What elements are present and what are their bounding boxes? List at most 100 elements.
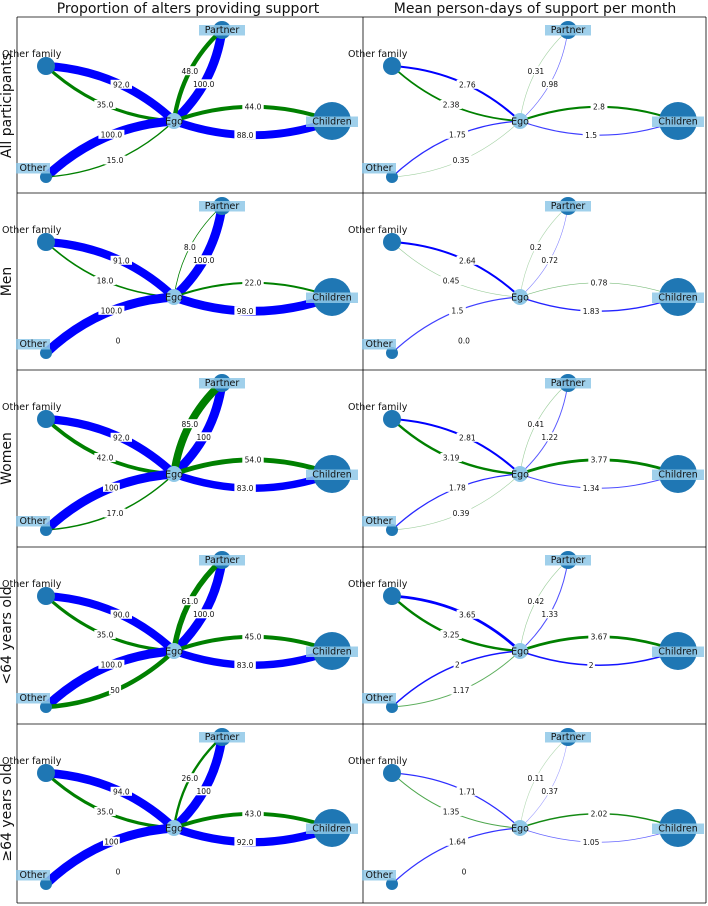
node-label-other-family: Other family <box>2 579 62 590</box>
edge-label-other-family-to-ego: 94.0 <box>113 788 130 797</box>
edge-label-bg <box>440 276 462 285</box>
row-label: Women <box>0 432 15 485</box>
node-label-band <box>199 201 245 212</box>
edge-label-bg <box>110 609 132 619</box>
node-label-partner: Partner <box>551 201 586 212</box>
node-label-children: Children <box>658 647 698 658</box>
edge-label-children-to-ego: 83.0 <box>237 661 254 670</box>
edge-label-bg <box>103 836 120 846</box>
edge-other-to-ego <box>41 469 179 535</box>
edge-label-other-from-ego: 0.39 <box>453 509 470 518</box>
edge-label-partner-from-ego: 26.0 <box>181 774 198 783</box>
node-label-other: Other <box>366 870 393 881</box>
edge-label-bg <box>525 419 547 429</box>
node-label-children: Children <box>312 117 352 128</box>
edge-label-children-to-ego: 1.05 <box>583 838 600 847</box>
node-label-band <box>306 646 358 657</box>
panels: 100.0 48.0 92.0 35.0 88.0 44.0 100.0 15.0 Ego Par… <box>2 21 704 890</box>
node-label-band <box>362 693 396 704</box>
edge-other-family-to-ego <box>391 241 521 298</box>
edge-other-to-ego <box>391 473 521 531</box>
node-label-other: Other <box>366 163 393 174</box>
node-label-band <box>545 732 591 743</box>
node-label-other: Other <box>20 516 47 527</box>
node-label-other-family: Other family <box>2 225 62 236</box>
node-label-ego: Ego <box>165 470 183 481</box>
node-other-family <box>383 587 401 605</box>
edge-label-other-family-to-ego: 92.0 <box>113 81 130 90</box>
edge-label-other-to-ego: 100 <box>104 838 119 847</box>
network-panel: 0.72 0.2 2.64 0.45 1.83 0.78 1.5 0.0 Ego Partner O… <box>348 197 704 359</box>
row-label: All participants <box>0 53 15 158</box>
node-label-band <box>652 646 704 657</box>
edge-label-bg <box>525 66 547 76</box>
edge-label-other-from-ego: 0 <box>462 868 467 877</box>
row-label: <64 years old <box>0 586 15 684</box>
edge-label-other-from-ego: 17.0 <box>107 509 124 518</box>
edge-label-bg <box>110 255 132 265</box>
node-other <box>40 878 52 890</box>
edge-label-partner-to-ego: 100.0 <box>193 256 215 265</box>
node-label-band <box>199 378 245 389</box>
node-label-band <box>362 516 396 527</box>
node-other <box>40 171 52 183</box>
edge-other-to-ego <box>41 823 179 889</box>
edge-label-bg <box>588 454 610 464</box>
node-label-children: Children <box>312 647 352 658</box>
node-other-family <box>383 764 401 782</box>
node-label-other: Other <box>20 339 47 350</box>
edge-other-family-from-ego <box>45 241 175 298</box>
edge-label-partner-to-ego: 0.37 <box>541 787 558 796</box>
edge-label-bg <box>525 596 547 606</box>
network-panel: 100 85.0 92.0 42.0 83.0 54.0 100 17.0 Ego Partner… <box>2 374 358 536</box>
node-label-band <box>306 292 358 303</box>
node-label-ego: Ego <box>511 647 529 658</box>
edge-label-other-family-to-ego: 2.64 <box>459 257 476 266</box>
node-label-other-family: Other family <box>348 225 408 236</box>
node-label-children: Children <box>658 293 698 304</box>
node-label-children: Children <box>312 470 352 481</box>
edge-label-bg <box>450 508 472 518</box>
node-label-band <box>16 339 50 350</box>
edge-label-partner-from-ego: 61.0 <box>181 597 198 606</box>
node-label-other-family: Other family <box>348 579 408 590</box>
edge-label-partner-to-ego: 100 <box>197 787 212 796</box>
node-label-other: Other <box>366 516 393 527</box>
node-label-children: Children <box>312 824 352 835</box>
node-ego <box>512 289 528 305</box>
edge-label-children-to-ego: 2 <box>589 661 594 670</box>
edge-label-children-to-ego: 98.0 <box>237 307 254 316</box>
edge-label-other-family-to-ego: 1.71 <box>459 788 476 797</box>
node-label-partner: Partner <box>551 732 586 743</box>
edge-label-bg <box>527 242 545 252</box>
node-ego <box>512 113 528 129</box>
edge-other-family-from-ego <box>391 65 521 122</box>
edge-label-bg <box>456 609 478 619</box>
node-ego <box>512 466 528 482</box>
network-panel: 0.37 0.11 1.71 1.35 1.05 2.02 1.64 0 Ego Partner O… <box>348 728 704 890</box>
node-label-partner: Partner <box>205 25 240 36</box>
node-other <box>386 524 398 536</box>
edge-other-family-to-ego <box>41 591 179 656</box>
edge-label-bg <box>446 482 469 492</box>
edge-label-partner-from-ego: 85.0 <box>181 420 198 429</box>
node-label-band <box>652 116 704 127</box>
edge-label-bg <box>446 836 469 846</box>
edge-label-other-family-to-ego: 2.76 <box>459 81 476 90</box>
node-label-other-family: Other family <box>2 49 62 60</box>
network-panel: 100 26.0 94.0 35.0 92.0 43.0 100 0 Ego Partner Oth… <box>2 728 358 890</box>
edge-label-bg <box>539 255 561 265</box>
column-title-proportion: Proportion of alters providing support <box>57 1 320 17</box>
edge-label-other-family-from-ego: 2.38 <box>443 101 460 110</box>
node-label-other: Other <box>20 870 47 881</box>
edge-label-bg <box>539 786 561 796</box>
node-other-family <box>37 764 55 782</box>
node-ego <box>512 820 528 836</box>
edge-label-other-to-ego: 100.0 <box>101 661 123 670</box>
node-label-band <box>199 732 245 743</box>
edge-label-bg <box>539 432 561 442</box>
network-panel: 100.0 8.0 91.0 18.0 98.0 22.0 100.0 0 Ego Partner… <box>2 197 358 359</box>
edge-label-bg <box>580 306 602 316</box>
edge-label-children-to-ego: 1.83 <box>583 307 600 316</box>
node-ego <box>512 643 528 659</box>
